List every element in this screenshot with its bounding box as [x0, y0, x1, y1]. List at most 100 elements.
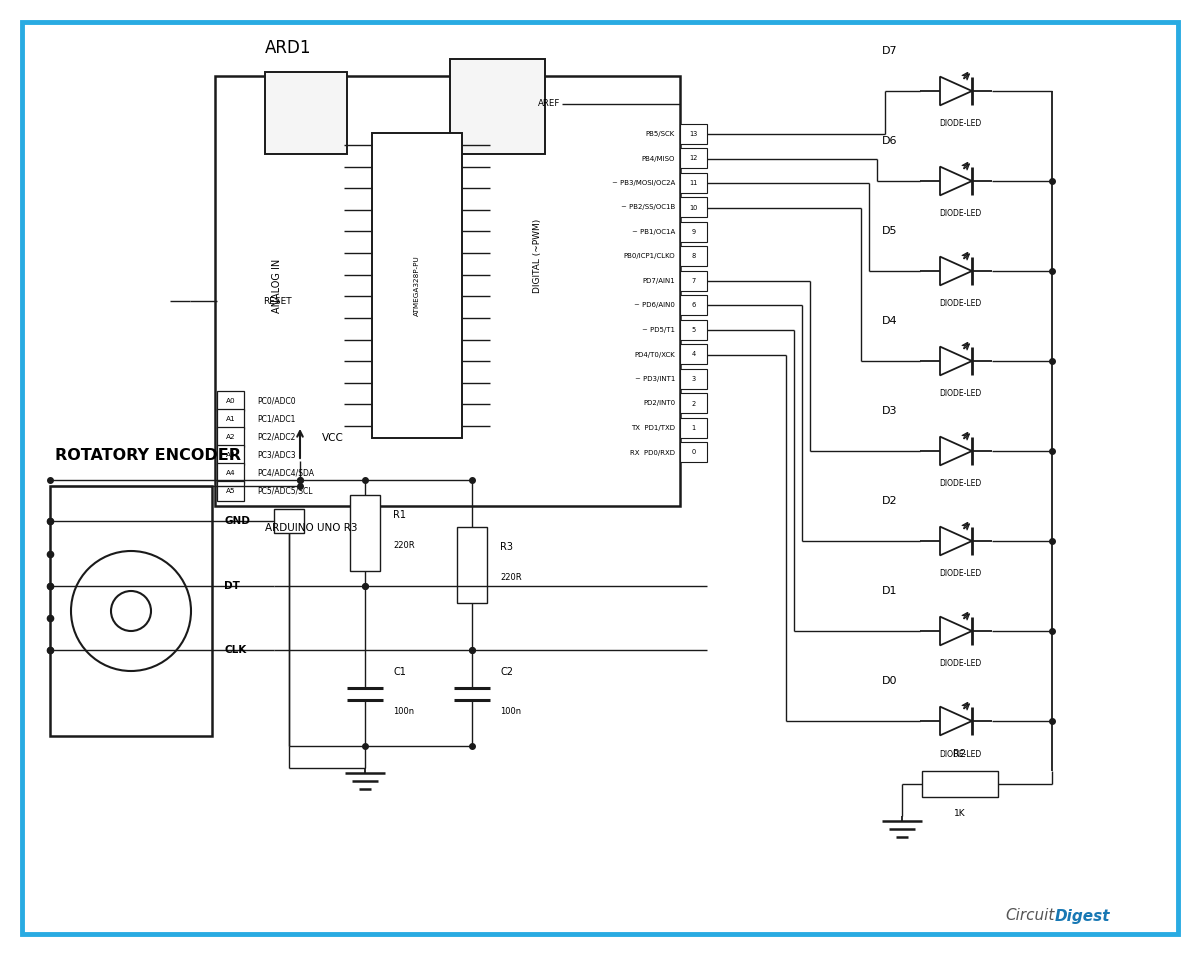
Text: DIODE-LED: DIODE-LED: [938, 120, 982, 128]
Text: PC1/ADC1: PC1/ADC1: [257, 415, 295, 424]
Bar: [217, 463, 244, 483]
Text: R2: R2: [954, 749, 966, 759]
Text: ANALOG IN: ANALOG IN: [272, 258, 282, 313]
Text: ~ PB1/OC1A: ~ PB1/OC1A: [631, 229, 676, 235]
Bar: [680, 198, 707, 218]
Text: A1: A1: [226, 416, 235, 422]
Text: R1: R1: [394, 510, 406, 520]
FancyBboxPatch shape: [22, 22, 1178, 934]
Text: 12: 12: [689, 156, 697, 162]
Bar: [680, 394, 707, 414]
Text: ~ PD6/AIN0: ~ PD6/AIN0: [634, 302, 676, 309]
Bar: [922, 771, 998, 797]
Text: ~ PB3/MOSI/OC2A: ~ PB3/MOSI/OC2A: [612, 180, 676, 186]
Bar: [215, 76, 680, 506]
Text: 220R: 220R: [394, 540, 415, 550]
Text: C2: C2: [500, 667, 514, 677]
Text: 0: 0: [691, 449, 696, 455]
Bar: [265, 72, 347, 154]
Text: PC5/ADC5/SCL: PC5/ADC5/SCL: [257, 487, 312, 495]
Bar: [680, 369, 707, 389]
Text: PB5/SCK: PB5/SCK: [646, 131, 676, 137]
Text: PC3/ADC3: PC3/ADC3: [257, 450, 295, 460]
Text: 100n: 100n: [500, 707, 521, 716]
Text: 13: 13: [689, 131, 697, 137]
Text: RESET: RESET: [263, 296, 292, 306]
Text: DIODE-LED: DIODE-LED: [938, 480, 982, 489]
Text: DIODE-LED: DIODE-LED: [938, 660, 982, 668]
Text: GND: GND: [224, 516, 250, 526]
Text: A0: A0: [226, 398, 235, 404]
Text: ~ PB2/SS/OC1B: ~ PB2/SS/OC1B: [620, 205, 676, 210]
Bar: [274, 509, 304, 533]
Text: Circuit: Circuit: [1006, 908, 1055, 923]
Text: D0: D0: [882, 676, 898, 686]
Text: DIODE-LED: DIODE-LED: [938, 389, 982, 399]
Text: D7: D7: [882, 46, 898, 56]
Text: PC2/ADC2: PC2/ADC2: [257, 432, 295, 442]
Bar: [450, 59, 545, 154]
Text: 7: 7: [691, 278, 696, 284]
Text: Digest: Digest: [1055, 908, 1110, 923]
Text: ARD1: ARD1: [265, 39, 312, 57]
Text: DIODE-LED: DIODE-LED: [938, 750, 982, 758]
Text: PD7/AIN1: PD7/AIN1: [642, 278, 676, 284]
Bar: [680, 222, 707, 242]
Text: 10: 10: [689, 205, 697, 210]
Text: 5: 5: [691, 327, 696, 333]
Text: PB4/MISO: PB4/MISO: [642, 156, 676, 162]
Bar: [680, 320, 707, 340]
Text: DIODE-LED: DIODE-LED: [938, 570, 982, 578]
Text: R3: R3: [500, 542, 514, 552]
Text: AREF: AREF: [538, 99, 560, 108]
Text: 100n: 100n: [394, 707, 414, 716]
Text: 9: 9: [691, 229, 696, 235]
Text: PD4/T0/XCK: PD4/T0/XCK: [635, 352, 676, 358]
Bar: [680, 295, 707, 315]
Text: PC4/ADC4/SDA: PC4/ADC4/SDA: [257, 468, 314, 477]
Text: 6: 6: [691, 302, 696, 309]
Bar: [680, 173, 707, 193]
Text: D2: D2: [882, 496, 898, 506]
Text: DIGITAL (~PWM): DIGITAL (~PWM): [533, 218, 541, 293]
Bar: [680, 271, 707, 291]
Text: ATMEGA328P-PU: ATMEGA328P-PU: [414, 255, 420, 315]
Bar: [680, 443, 707, 463]
Text: C1: C1: [394, 667, 406, 677]
Text: D4: D4: [882, 316, 898, 326]
Bar: [50, 486, 212, 736]
Bar: [350, 495, 380, 571]
Text: CLK: CLK: [224, 645, 246, 655]
Bar: [217, 427, 244, 447]
Text: 11: 11: [689, 180, 697, 186]
Bar: [372, 133, 462, 438]
Bar: [217, 445, 244, 465]
Text: VCC: VCC: [322, 433, 344, 443]
Text: DIODE-LED: DIODE-LED: [938, 209, 982, 219]
Bar: [680, 247, 707, 267]
Bar: [457, 527, 487, 603]
Bar: [680, 148, 707, 168]
Text: D1: D1: [882, 586, 898, 596]
Text: RX  PD0/RXD: RX PD0/RXD: [630, 449, 676, 455]
Text: A5: A5: [226, 488, 235, 494]
Text: 3: 3: [691, 376, 696, 382]
Text: D3: D3: [882, 406, 898, 416]
Text: D6: D6: [882, 136, 898, 146]
Text: DIODE-LED: DIODE-LED: [938, 299, 982, 309]
Text: A2: A2: [226, 434, 235, 440]
Text: PD2/INT0: PD2/INT0: [643, 401, 676, 406]
Bar: [217, 391, 244, 411]
Bar: [680, 418, 707, 438]
Text: ARDUINO UNO R3: ARDUINO UNO R3: [265, 523, 358, 533]
Bar: [217, 481, 244, 501]
Text: D5: D5: [882, 226, 898, 236]
Text: 2: 2: [691, 401, 696, 406]
Text: A3: A3: [226, 452, 235, 458]
Text: PC0/ADC0: PC0/ADC0: [257, 397, 295, 405]
Text: TX  PD1/TXD: TX PD1/TXD: [631, 425, 676, 431]
Text: PB0/ICP1/CLKO: PB0/ICP1/CLKO: [623, 253, 676, 259]
Text: 1: 1: [691, 425, 696, 431]
Text: ~ PD5/T1: ~ PD5/T1: [642, 327, 676, 333]
Bar: [680, 344, 707, 364]
